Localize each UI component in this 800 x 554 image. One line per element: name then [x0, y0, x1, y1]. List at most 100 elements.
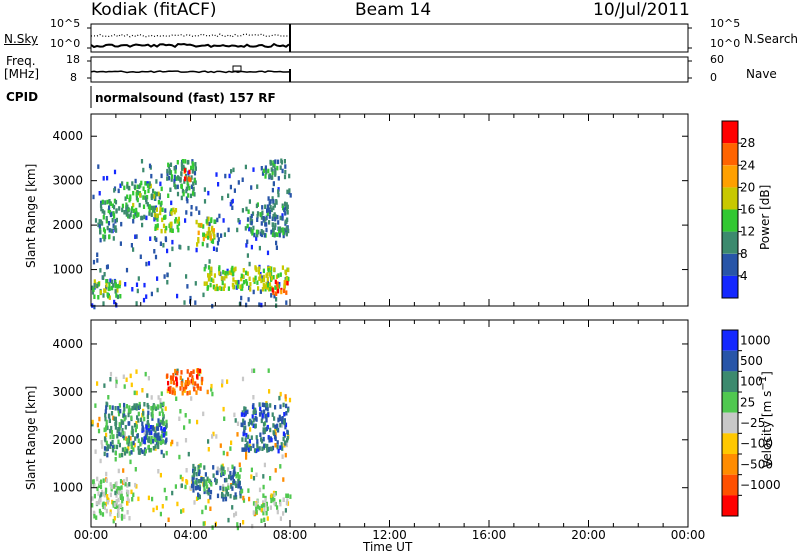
velocity-speckle [280, 423, 284, 428]
velocity-region-6-cell [256, 439, 259, 444]
velocity-region-2-cell [159, 422, 162, 427]
velocity-region-3-cell [166, 373, 169, 378]
velocity-region-0-cell [93, 483, 96, 488]
velocity-region-2-cell [155, 433, 158, 438]
velocity-speckle [112, 518, 115, 524]
velocity-region-0-cell [104, 501, 107, 507]
power-region-2-cell [142, 204, 146, 209]
velocity-region-1-cell [148, 448, 151, 453]
power-speckle [212, 246, 216, 251]
power-region-6-cell [209, 230, 212, 236]
velocity-speckle [289, 494, 292, 499]
power-speckle [203, 187, 206, 192]
velocity-region-0-cell [98, 500, 101, 505]
power-region-2-cell [146, 183, 150, 188]
power-region-10-cell [279, 165, 282, 170]
power-speckle [143, 282, 146, 288]
power-region-2-cell [141, 215, 144, 221]
velocity-region-1-cell [162, 417, 165, 422]
velocity-region-6-cell [265, 402, 269, 408]
velocity-region-3-cell [174, 368, 177, 374]
power-region-1-cell [98, 219, 101, 224]
power-region-6-cell [209, 236, 212, 241]
velocity-region-2-cell [164, 438, 168, 444]
velocity-region-1-cell [154, 437, 157, 442]
power-speckle [256, 184, 259, 189]
power-speckle [275, 240, 278, 246]
velocity-region-6-cell [260, 418, 263, 424]
velocity-region-0-cell [126, 483, 129, 488]
power-speckle [190, 211, 193, 217]
power-region-0-cell [108, 295, 111, 300]
power-region-5-cell [187, 176, 190, 182]
power-region-1-cell [111, 218, 114, 223]
power-region-2-cell [126, 194, 129, 199]
velocity-region-1-cell [123, 413, 126, 418]
power-region-2-cell [145, 199, 148, 205]
velocity-region-1-cell [105, 440, 108, 446]
power-region-1-cell [106, 199, 109, 205]
power-region-10-cell [260, 166, 263, 171]
velocity-speckle [109, 371, 113, 377]
velocity-region-4-cell [197, 484, 200, 490]
nave-tick-top: 60 [710, 53, 724, 66]
velocity-region-3-cell [188, 380, 191, 385]
velocity-region-3-cell [201, 376, 204, 382]
velocity-region-2-cell [143, 439, 146, 444]
velocity-region-3-cell [175, 377, 178, 382]
power-region-10-cell [264, 165, 267, 170]
power-speckle [237, 279, 240, 285]
power-region-10-cell [283, 174, 287, 180]
x-tick-label-0: 00:00 [74, 528, 109, 542]
power-speckle [119, 183, 122, 188]
velocity-speckle [266, 506, 269, 511]
velocity-region-4-cell [192, 483, 195, 489]
power-speckle [277, 192, 280, 198]
power-colorbar-tick-label-2: 12 [740, 225, 755, 239]
power-region-1-cell [107, 208, 110, 214]
power-region-7-cell [242, 279, 246, 285]
power-region-2-cell [123, 185, 126, 191]
power-speckle [113, 299, 116, 305]
velocity-region-4-cell [192, 481, 195, 486]
power-speckle [288, 173, 291, 179]
velocity-region-1-cell [154, 430, 157, 436]
velocity-region-4-cell [227, 485, 230, 490]
velocity-region-6-cell [255, 435, 258, 440]
velocity-speckle [121, 507, 124, 512]
velocity-region-6-cell [247, 434, 250, 440]
power-region-9-cell [276, 232, 279, 237]
power-region-1-cell [104, 200, 107, 205]
velocity-region-4-cell [191, 483, 194, 489]
velocity-region-0-cell [115, 499, 118, 504]
velocity-region-2-cell [148, 436, 151, 441]
velocity-region-1-cell [130, 415, 133, 420]
velocity-region-3-cell [186, 391, 189, 396]
velocity-speckle [229, 446, 232, 451]
power-region-1-cell [112, 236, 115, 241]
velocity-region-1-cell [139, 448, 142, 454]
power-region-3-cell [154, 226, 157, 231]
velocity-region-3-cell [196, 374, 199, 379]
power-region-9-cell [252, 225, 255, 231]
power-cells [91, 158, 292, 310]
velocity-region-4-cell [223, 470, 226, 475]
power-region-1-cell [100, 200, 103, 206]
power-region-7-cell [258, 266, 261, 271]
velocity-region-1-cell [141, 437, 144, 442]
velocity-region-0-cell [120, 513, 123, 519]
velocity-region-1-cell [105, 401, 108, 407]
velocity-speckle [171, 439, 174, 445]
velocity-region-6-cell [251, 421, 254, 426]
velocity-speckle [251, 368, 254, 374]
power-speckle [117, 188, 120, 194]
power-region-0-cell [102, 293, 105, 298]
power-region-7-cell [230, 268, 233, 273]
velocity-region-4-cell [195, 477, 198, 483]
velocity-region-3-cell [171, 390, 174, 395]
velocity-region-0-cell [98, 483, 101, 488]
power-region-2-cell [127, 213, 130, 219]
velocity-region-6-cell [285, 411, 288, 416]
power-ytick-label-0: 1000 [52, 263, 83, 277]
velocity-region-4-cell [235, 495, 238, 500]
